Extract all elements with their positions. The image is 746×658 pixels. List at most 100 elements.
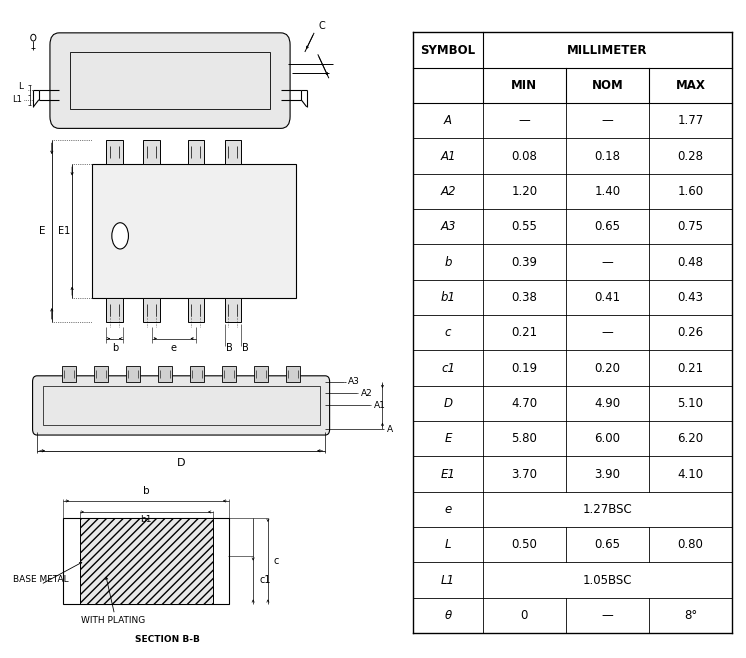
Text: 0.39: 0.39 xyxy=(512,255,537,268)
Text: L: L xyxy=(445,538,451,551)
Text: c1: c1 xyxy=(441,362,455,374)
Text: 8°: 8° xyxy=(684,609,697,622)
Text: c1: c1 xyxy=(260,575,272,585)
Text: b1: b1 xyxy=(140,515,151,524)
Text: D: D xyxy=(444,397,453,410)
Bar xyxy=(143,298,160,322)
Text: 0.21: 0.21 xyxy=(511,326,537,340)
Text: A: A xyxy=(387,425,393,434)
Text: A3: A3 xyxy=(440,220,456,233)
Bar xyxy=(107,298,123,322)
Text: 1.77: 1.77 xyxy=(677,114,703,127)
Text: —: — xyxy=(601,114,613,127)
Text: BASE METAL: BASE METAL xyxy=(13,575,69,584)
Text: c: c xyxy=(274,555,279,566)
Text: 1.20: 1.20 xyxy=(511,185,537,198)
Bar xyxy=(80,518,213,603)
Text: SECTION B-B: SECTION B-B xyxy=(135,635,200,644)
Text: 0.26: 0.26 xyxy=(677,326,703,340)
Text: 1.40: 1.40 xyxy=(595,185,621,198)
FancyBboxPatch shape xyxy=(33,376,330,435)
Text: MIN: MIN xyxy=(511,79,537,92)
Bar xyxy=(94,366,108,382)
Bar xyxy=(188,298,204,322)
Text: L1: L1 xyxy=(12,95,22,104)
Text: A2: A2 xyxy=(440,185,456,198)
Text: 6.00: 6.00 xyxy=(595,432,621,445)
Text: A2: A2 xyxy=(361,389,373,398)
Text: B: B xyxy=(242,343,249,353)
Text: 4.10: 4.10 xyxy=(677,468,703,480)
Text: 0.41: 0.41 xyxy=(595,291,621,304)
Text: 0.28: 0.28 xyxy=(677,149,703,163)
Text: 3.70: 3.70 xyxy=(512,468,537,480)
Text: 3.90: 3.90 xyxy=(595,468,621,480)
Text: —: — xyxy=(601,255,613,268)
Text: c: c xyxy=(445,326,451,340)
Bar xyxy=(190,366,204,382)
Text: 0: 0 xyxy=(521,609,528,622)
Text: b1: b1 xyxy=(441,291,456,304)
Bar xyxy=(225,140,241,164)
Text: MILLIMETER: MILLIMETER xyxy=(567,43,648,57)
Text: 5.10: 5.10 xyxy=(677,397,703,410)
Bar xyxy=(126,366,140,382)
Text: E1: E1 xyxy=(441,468,456,480)
Text: A1: A1 xyxy=(440,149,456,163)
Text: SYMBOL: SYMBOL xyxy=(421,43,476,57)
Text: 0.48: 0.48 xyxy=(677,255,703,268)
Text: 0.80: 0.80 xyxy=(677,538,703,551)
Bar xyxy=(62,366,76,382)
Text: A: A xyxy=(444,114,452,127)
Text: 0.65: 0.65 xyxy=(595,538,621,551)
Text: 0.55: 0.55 xyxy=(512,220,537,233)
Text: 0.20: 0.20 xyxy=(595,362,621,374)
Text: 0.43: 0.43 xyxy=(677,291,703,304)
Text: b: b xyxy=(112,343,119,353)
Bar xyxy=(254,366,268,382)
Bar xyxy=(286,366,300,382)
Bar xyxy=(80,518,213,603)
Bar xyxy=(63,518,229,603)
Text: b: b xyxy=(142,486,149,496)
Text: —: — xyxy=(601,326,613,340)
Text: e: e xyxy=(171,343,177,353)
Text: 0.21: 0.21 xyxy=(677,362,703,374)
Text: E: E xyxy=(445,432,452,445)
Text: 0.19: 0.19 xyxy=(511,362,537,374)
Text: 0.65: 0.65 xyxy=(595,220,621,233)
Text: e: e xyxy=(445,503,451,516)
Text: 5.80: 5.80 xyxy=(512,432,537,445)
Text: E: E xyxy=(40,226,46,236)
Bar xyxy=(222,366,236,382)
Text: D: D xyxy=(177,458,185,468)
Text: WITH PLATING: WITH PLATING xyxy=(81,616,145,625)
Text: θ: θ xyxy=(445,609,451,622)
Text: 0.50: 0.50 xyxy=(512,538,537,551)
Bar xyxy=(143,140,160,164)
Bar xyxy=(225,298,241,322)
Text: MAX: MAX xyxy=(675,79,705,92)
Text: A3: A3 xyxy=(348,377,360,386)
Text: 1.27BSC: 1.27BSC xyxy=(583,503,633,516)
Bar xyxy=(93,164,295,298)
Text: 4.70: 4.70 xyxy=(511,397,537,410)
Bar xyxy=(70,52,270,109)
Text: B: B xyxy=(227,343,233,353)
Ellipse shape xyxy=(112,222,128,249)
Text: 0.75: 0.75 xyxy=(677,220,703,233)
Text: 1.05BSC: 1.05BSC xyxy=(583,574,632,587)
Text: NOM: NOM xyxy=(592,79,624,92)
Text: 0.38: 0.38 xyxy=(512,291,537,304)
Text: 0.08: 0.08 xyxy=(512,149,537,163)
Text: E1: E1 xyxy=(58,226,70,236)
Text: b: b xyxy=(445,255,452,268)
Text: C: C xyxy=(318,20,325,31)
Text: —: — xyxy=(601,609,613,622)
Bar xyxy=(43,386,319,424)
Bar xyxy=(107,140,123,164)
Text: 1.60: 1.60 xyxy=(677,185,703,198)
Text: A1: A1 xyxy=(374,401,386,410)
Text: —: — xyxy=(518,114,530,127)
Text: 0.18: 0.18 xyxy=(595,149,621,163)
